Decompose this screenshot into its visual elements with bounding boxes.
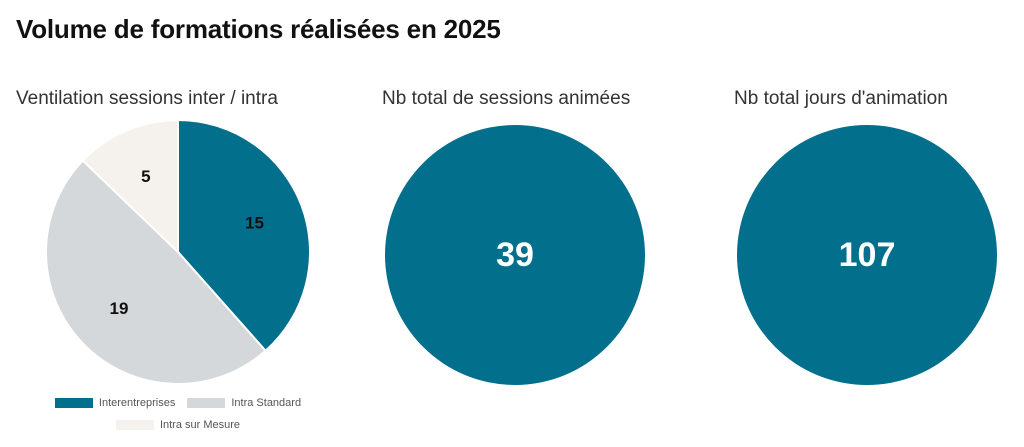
legend-swatch-interentreprises bbox=[54, 398, 93, 408]
legend-item-interentreprises[interactable]: Interentreprises bbox=[54, 397, 176, 409]
breakdown-pie-chart: 15 19 5 bbox=[45, 118, 311, 385]
pie-slice-intra-standard[interactable] bbox=[45, 159, 267, 385]
legend-label-intra-standard: Intra Standard bbox=[231, 397, 302, 409]
legend-swatch-intra-standard bbox=[187, 398, 226, 408]
total-days-value: 107 bbox=[839, 236, 896, 274]
sessions-chart-title: Nb total de sessions animées bbox=[382, 88, 631, 109]
legend-label-interentreprises: Interentreprises bbox=[98, 397, 176, 409]
total-sessions-value: 39 bbox=[496, 236, 534, 274]
pie-label-intra-sur-mesure: 5 bbox=[141, 167, 150, 186]
days-chart-title: Nb total jours d'animation bbox=[734, 88, 948, 109]
pie-chart-title: Ventilation sessions inter / intra bbox=[16, 88, 278, 109]
pie-label-interentreprises: 15 bbox=[245, 213, 264, 232]
legend-item-intra-sur-mesure[interactable]: Intra sur Mesure bbox=[115, 419, 241, 431]
legend-label-intra-sur-mesure: Intra sur Mesure bbox=[159, 419, 241, 431]
total-sessions-circle[interactable] bbox=[385, 125, 645, 385]
total-days-circle[interactable] bbox=[737, 125, 997, 385]
pie-slice-interentreprises[interactable] bbox=[177, 118, 311, 353]
legend-swatch-intra-sur-mesure bbox=[115, 420, 154, 430]
pie-label-intra-standard: 19 bbox=[110, 299, 129, 318]
pie-slice-intra-sur-mesure[interactable] bbox=[81, 118, 179, 255]
pie-legend: Interentreprises Intra Standard Intra su… bbox=[0, 394, 356, 438]
total-sessions-chart: 39 bbox=[385, 125, 645, 385]
page-title: Volume de formations réalisées en 2025 bbox=[16, 14, 501, 44]
total-days-chart: 107 bbox=[737, 125, 997, 385]
legend-item-intra-standard[interactable]: Intra Standard bbox=[187, 397, 301, 409]
